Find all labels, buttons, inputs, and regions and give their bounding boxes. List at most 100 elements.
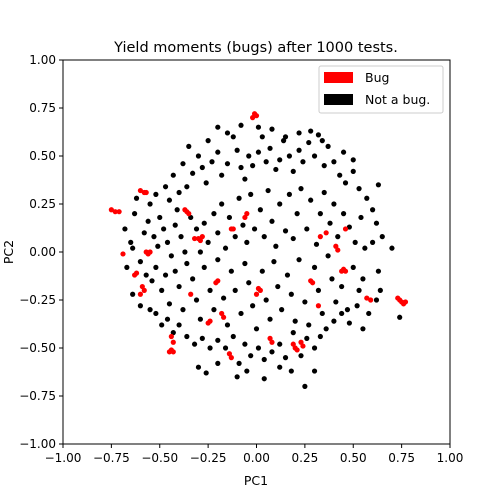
bug-point xyxy=(294,347,300,353)
bug-point xyxy=(207,318,213,324)
not-a-bug-point xyxy=(325,253,331,259)
not-a-bug-point xyxy=(205,239,211,245)
not-a-bug-point xyxy=(306,139,312,146)
not-a-bug-point xyxy=(354,303,360,309)
not-a-bug-point xyxy=(230,333,236,340)
not-a-bug-point xyxy=(234,374,240,380)
not-a-bug-point xyxy=(302,383,308,389)
not-a-bug-point xyxy=(298,186,304,192)
not-a-bug-point xyxy=(292,318,298,324)
not-a-bug-point xyxy=(282,134,289,140)
not-a-bug-point xyxy=(174,207,180,213)
not-a-bug-point xyxy=(290,168,296,174)
not-a-bug-point xyxy=(360,276,366,282)
legend: Bug Not a bug. xyxy=(318,65,444,114)
bug-point xyxy=(188,291,194,297)
bug-point xyxy=(226,351,233,357)
not-a-bug-point xyxy=(203,370,209,376)
not-a-bug-point xyxy=(311,153,318,159)
not-a-bug-point xyxy=(311,368,318,374)
not-a-bug-point xyxy=(248,353,254,359)
not-a-bug-point xyxy=(184,260,190,267)
not-a-bug-point xyxy=(269,349,275,355)
x-tick-label: −1.00 xyxy=(45,451,82,465)
not-a-bug-point xyxy=(304,335,310,341)
not-a-bug-point xyxy=(122,226,128,232)
not-a-bug-point xyxy=(364,195,370,201)
not-a-bug-point xyxy=(211,211,217,217)
bug-point xyxy=(147,249,153,255)
not-a-bug-point xyxy=(280,138,287,144)
not-a-bug-point xyxy=(282,355,289,361)
not-a-bug-point xyxy=(325,143,331,149)
not-a-bug-point xyxy=(342,180,349,186)
not-a-bug-point xyxy=(286,191,292,197)
not-a-bug-point xyxy=(242,176,248,182)
legend-swatch-bug xyxy=(324,72,353,83)
bug-point xyxy=(315,303,322,309)
bug-point xyxy=(170,339,176,345)
not-a-bug-point xyxy=(370,239,376,245)
not-a-bug-point xyxy=(317,333,323,340)
not-a-bug-point xyxy=(170,330,176,336)
not-a-bug-point xyxy=(242,341,248,347)
not-a-bug-point xyxy=(234,147,240,153)
bug-point xyxy=(168,333,174,340)
not-a-bug-point xyxy=(151,234,157,240)
not-a-bug-point xyxy=(313,241,320,247)
not-a-bug-point xyxy=(157,214,163,221)
not-a-bug-point xyxy=(255,345,262,351)
not-a-bug-point xyxy=(195,153,202,159)
not-a-bug-point xyxy=(296,147,302,153)
not-a-bug-point xyxy=(263,297,269,303)
not-a-bug-point xyxy=(184,184,190,190)
not-a-bug-point xyxy=(375,268,382,274)
not-a-bug-point xyxy=(182,249,188,255)
not-a-bug-point xyxy=(284,272,291,278)
not-a-bug-point xyxy=(257,207,263,213)
not-a-bug-point xyxy=(286,153,292,159)
not-a-bug-point xyxy=(261,234,267,240)
not-a-bug-point xyxy=(128,239,134,245)
not-a-bug-point xyxy=(277,364,283,370)
not-a-bug-point xyxy=(246,153,252,159)
not-a-bug-point xyxy=(141,230,147,236)
bug-point xyxy=(131,272,138,278)
bug-point xyxy=(221,314,227,320)
bug-point xyxy=(244,211,250,217)
y-tick-label: 0.00 xyxy=(29,245,56,259)
bug-point xyxy=(199,234,205,240)
not-a-bug-point xyxy=(259,268,265,274)
bug-point xyxy=(253,113,260,119)
not-a-bug-point xyxy=(339,283,345,290)
not-a-bug-point xyxy=(176,283,182,290)
not-a-bug-point xyxy=(193,297,200,303)
not-a-bug-point xyxy=(166,197,173,203)
not-a-bug-point xyxy=(362,245,368,251)
not-a-bug-point xyxy=(315,287,322,293)
not-a-bug-point xyxy=(273,243,279,249)
not-a-bug-point xyxy=(201,220,207,226)
not-a-bug-point xyxy=(147,201,153,207)
not-a-bug-point xyxy=(275,283,281,290)
not-a-bug-point xyxy=(311,345,318,351)
bug-point xyxy=(342,226,349,232)
y-tick-label: −0.50 xyxy=(19,341,56,355)
not-a-bug-point xyxy=(203,180,209,186)
not-a-bug-point xyxy=(191,341,198,347)
not-a-bug-point xyxy=(219,201,225,207)
not-a-bug-point xyxy=(164,316,171,322)
not-a-bug-point xyxy=(215,149,221,155)
not-a-bug-point xyxy=(350,168,356,174)
not-a-bug-point xyxy=(244,239,250,245)
not-a-bug-point xyxy=(215,230,221,236)
bug-point xyxy=(253,291,260,297)
not-a-bug-point xyxy=(294,211,300,217)
not-a-bug-point xyxy=(304,226,310,232)
not-a-bug-point xyxy=(137,303,143,309)
bug-point xyxy=(197,237,203,244)
bug-point xyxy=(335,247,341,253)
not-a-bug-point xyxy=(250,163,256,169)
not-a-bug-point xyxy=(224,130,231,136)
bug-point xyxy=(342,268,349,274)
